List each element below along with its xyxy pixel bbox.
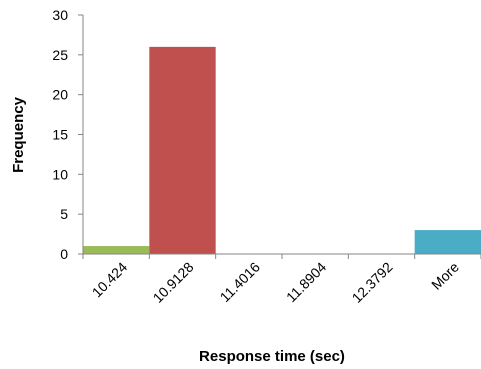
x-axis-ticks: 10.424 10.9128 11.4016 11.8904 12.3792 More: [82, 254, 481, 306]
y-tick-label: 10: [52, 166, 68, 182]
x-tick-label: 10.424: [89, 259, 131, 301]
y-tick-label: 15: [52, 127, 68, 143]
x-tick-label: 11.8904: [283, 259, 330, 306]
bars: [83, 46, 481, 254]
bar-10-9128: [149, 46, 216, 254]
y-tick-label: 5: [60, 206, 68, 222]
x-axis-title: Response time (sec): [199, 348, 345, 365]
bar-10-424: [83, 246, 150, 254]
y-axis-title: Frequency: [10, 96, 27, 173]
x-tick-label: 11.4016: [217, 259, 264, 306]
y-tick-label: 25: [52, 47, 68, 63]
y-tick-label: 0: [60, 246, 68, 262]
x-tick-label: 12.3792: [349, 259, 396, 306]
x-tick-label: 10.9128: [150, 259, 197, 306]
x-tick-label: More: [428, 259, 462, 293]
y-tick-label: 30: [52, 7, 68, 23]
y-tick-label: 20: [52, 87, 68, 103]
y-axis-ticks: 0 5 10 15 20 25 30: [52, 7, 83, 262]
bar-more: [414, 230, 481, 254]
